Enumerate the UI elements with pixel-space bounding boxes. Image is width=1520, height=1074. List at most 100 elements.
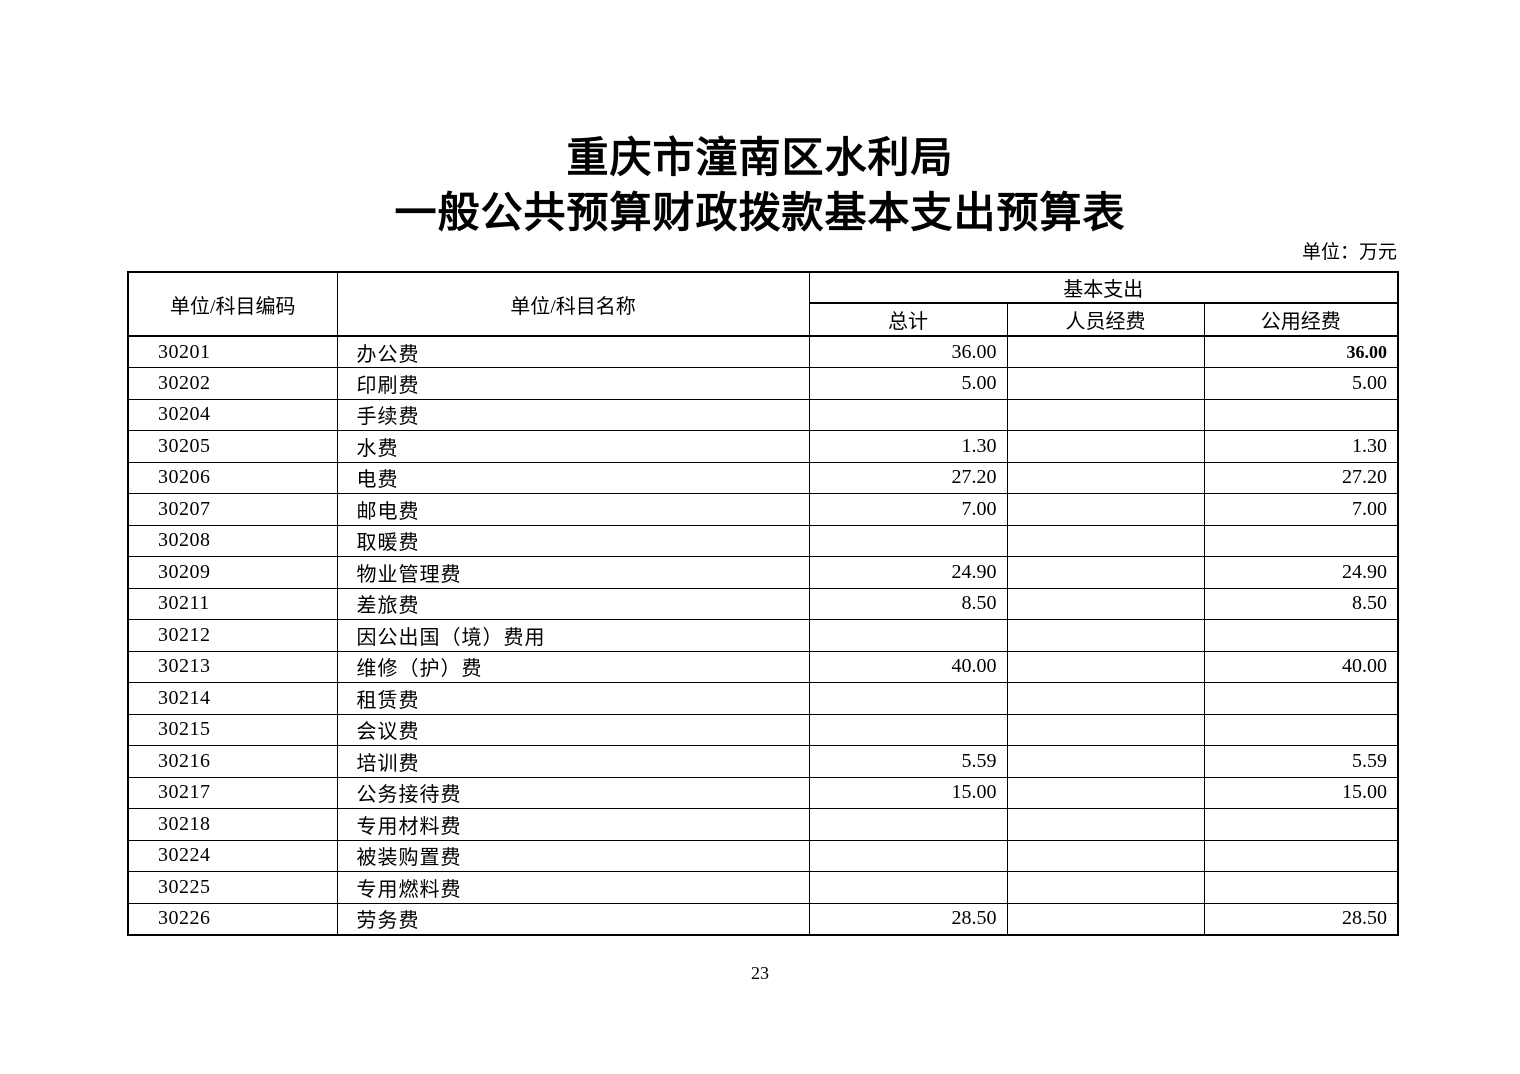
row-name: 租赁费: [336, 682, 810, 715]
table-row: 30206 电费 27.20 27.20: [127, 461, 1399, 494]
row-public: [1203, 808, 1399, 841]
row-personnel: [1006, 808, 1205, 841]
row-personnel: [1006, 871, 1205, 904]
row-name: 专用燃料费: [336, 871, 810, 904]
row-public: 1.30: [1203, 430, 1399, 463]
row-code: 30212: [127, 619, 338, 652]
budget-table: 单位/科目编码 单位/科目名称 基本支出 总计 人员经费 公用经费 30201 …: [127, 271, 1400, 936]
row-code: 30213: [127, 650, 338, 683]
row-personnel: [1006, 430, 1205, 463]
header-name-column: 单位/科目名称: [336, 271, 810, 337]
row-personnel: [1006, 776, 1205, 809]
row-total: [808, 524, 1008, 557]
row-total: 24.90: [808, 556, 1008, 589]
row-personnel: [1006, 556, 1205, 589]
table-row: 30224 被装购置费: [127, 839, 1399, 872]
table-header: 单位/科目编码 单位/科目名称 基本支出 总计 人员经费 公用经费: [127, 271, 1399, 337]
row-personnel: [1006, 398, 1205, 431]
unit-note: 单位：万元: [1301, 242, 1397, 263]
header-group-basic-expenditure: 基本支出: [808, 271, 1399, 304]
row-code: 30205: [127, 430, 338, 463]
document-title-organization: 重庆市潼南区水利局: [566, 136, 954, 182]
row-personnel: [1006, 619, 1205, 652]
row-code: 30207: [127, 493, 338, 526]
row-personnel: [1006, 745, 1205, 778]
row-personnel: [1006, 524, 1205, 557]
row-personnel: [1006, 902, 1205, 935]
table-row: 30207 邮电费 7.00 7.00: [127, 493, 1399, 526]
row-total: 5.59: [808, 745, 1008, 778]
row-public: 5.00: [1203, 367, 1399, 400]
row-name: 电费: [336, 461, 810, 494]
row-personnel: [1006, 587, 1205, 620]
header-code-column: 单位/科目编码: [127, 271, 338, 337]
table-row: 30201 办公费 36.00 36.00: [127, 335, 1399, 368]
row-public: [1203, 398, 1399, 431]
table-row: 30204 手续费: [127, 398, 1399, 431]
row-public: 27.20: [1203, 461, 1399, 494]
row-name: 水费: [336, 430, 810, 463]
table-row: 30215 会议费: [127, 713, 1399, 746]
row-personnel: [1006, 461, 1205, 494]
row-total: 7.00: [808, 493, 1008, 526]
row-code: 30226: [127, 902, 338, 935]
table-row: 30216 培训费 5.59 5.59: [127, 745, 1399, 778]
row-total: [808, 871, 1008, 904]
row-name: 因公出国（境）费用: [336, 619, 810, 652]
row-name: 专用材料费: [336, 808, 810, 841]
row-code: 30204: [127, 398, 338, 431]
row-code: 30206: [127, 461, 338, 494]
table-body: 30201 办公费 36.00 36.00 30202 印刷费 5.00 5.0…: [127, 335, 1399, 935]
row-public: [1203, 871, 1399, 904]
table-row: 30213 维修（护）费 40.00 40.00: [127, 650, 1399, 683]
row-code: 30209: [127, 556, 338, 589]
row-total: [808, 398, 1008, 431]
row-name: 公务接待费: [336, 776, 810, 809]
table-row: 30218 专用材料费: [127, 808, 1399, 841]
row-personnel: [1006, 367, 1205, 400]
row-personnel: [1006, 650, 1205, 683]
row-code: 30215: [127, 713, 338, 746]
row-public: [1203, 839, 1399, 872]
row-code: 30217: [127, 776, 338, 809]
row-public: 28.50: [1203, 902, 1399, 935]
row-total: 1.30: [808, 430, 1008, 463]
row-personnel: [1006, 493, 1205, 526]
page-number: 23: [751, 963, 769, 983]
row-total: [808, 619, 1008, 652]
row-total: [808, 682, 1008, 715]
row-total: [808, 839, 1008, 872]
row-code: 30224: [127, 839, 338, 872]
row-name: 物业管理费: [336, 556, 810, 589]
header-total-column: 总计: [808, 302, 1008, 337]
header-public-column: 公用经费: [1203, 302, 1399, 337]
row-public: [1203, 682, 1399, 715]
row-name: 印刷费: [336, 367, 810, 400]
row-total: 8.50: [808, 587, 1008, 620]
row-code: 30208: [127, 524, 338, 557]
table-row: 30212 因公出国（境）费用: [127, 619, 1399, 652]
row-public: 7.00: [1203, 493, 1399, 526]
row-personnel: [1006, 682, 1205, 715]
row-name: 手续费: [336, 398, 810, 431]
row-name: 取暖费: [336, 524, 810, 557]
row-code: 30202: [127, 367, 338, 400]
row-public: 36.00: [1203, 335, 1399, 368]
table-row: 30214 租赁费: [127, 682, 1399, 715]
table-row: 30225 专用燃料费: [127, 871, 1399, 904]
table-row: 30209 物业管理费 24.90 24.90: [127, 556, 1399, 589]
row-personnel: [1006, 839, 1205, 872]
row-code: 30225: [127, 871, 338, 904]
row-total: [808, 713, 1008, 746]
table-row: 30208 取暖费: [127, 524, 1399, 557]
row-name: 被装购置费: [336, 839, 810, 872]
row-code: 30214: [127, 682, 338, 715]
row-public: 5.59: [1203, 745, 1399, 778]
row-total: 28.50: [808, 902, 1008, 935]
row-total: 27.20: [808, 461, 1008, 494]
header-personnel-column: 人员经费: [1006, 302, 1205, 337]
table-row: 30226 劳务费 28.50 28.50: [127, 902, 1399, 935]
row-public: [1203, 619, 1399, 652]
row-total: 40.00: [808, 650, 1008, 683]
